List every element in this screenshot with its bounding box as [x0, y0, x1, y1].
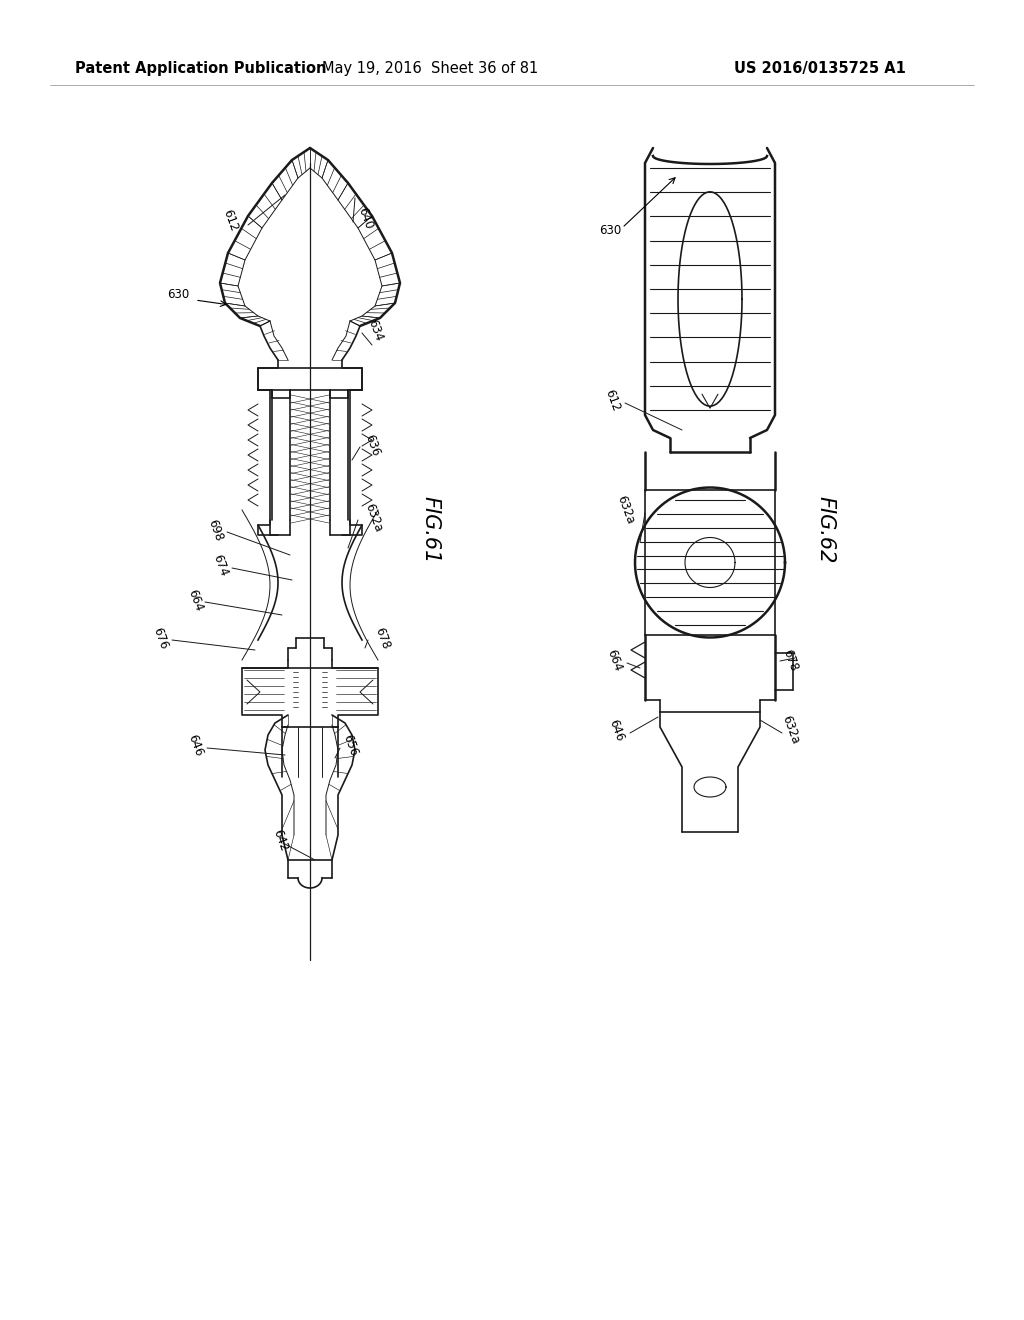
- Text: 646: 646: [606, 717, 626, 743]
- Text: 634: 634: [366, 317, 385, 343]
- Text: 636: 636: [362, 432, 382, 458]
- Text: 678: 678: [372, 626, 392, 651]
- Text: 642: 642: [270, 828, 290, 853]
- Text: 664: 664: [604, 647, 624, 673]
- Text: 678: 678: [780, 647, 800, 673]
- Text: 656: 656: [340, 733, 359, 758]
- Text: 612: 612: [220, 207, 240, 232]
- Text: May 19, 2016  Sheet 36 of 81: May 19, 2016 Sheet 36 of 81: [322, 61, 539, 75]
- Text: 612: 612: [602, 387, 622, 413]
- Text: 632a: 632a: [613, 494, 636, 527]
- Text: Patent Application Publication: Patent Application Publication: [75, 61, 327, 75]
- Text: FIG.62: FIG.62: [815, 496, 835, 564]
- Text: 632a: 632a: [361, 502, 384, 535]
- Text: FIG.61: FIG.61: [420, 496, 440, 564]
- Text: 676: 676: [151, 626, 170, 651]
- Text: 664: 664: [185, 587, 205, 612]
- Text: 646: 646: [185, 733, 205, 758]
- Text: 674: 674: [210, 552, 230, 578]
- Text: 640: 640: [355, 206, 375, 231]
- Text: 630: 630: [167, 289, 189, 301]
- Text: US 2016/0135725 A1: US 2016/0135725 A1: [734, 61, 906, 75]
- Text: 698: 698: [205, 517, 225, 543]
- Text: 630: 630: [599, 223, 622, 236]
- Text: 632a: 632a: [779, 714, 801, 746]
